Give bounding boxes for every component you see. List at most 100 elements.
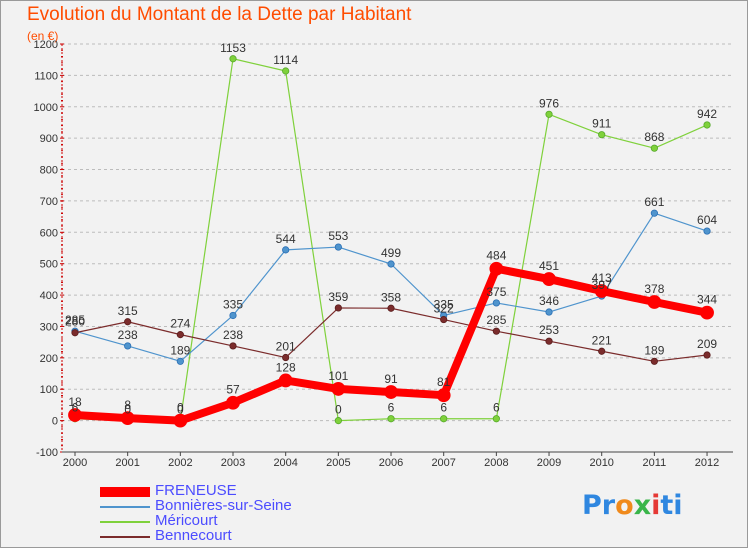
- data-label: 238: [118, 328, 138, 342]
- data-point: [387, 260, 395, 268]
- data-label: 285: [486, 313, 506, 327]
- data-point: [334, 243, 342, 251]
- legend-label: Méricourt: [155, 512, 218, 529]
- x-tick-label: 2010: [589, 457, 613, 469]
- data-label: 0: [177, 401, 184, 415]
- data-point: [176, 331, 184, 339]
- data-point: [703, 227, 711, 235]
- data-point: [124, 342, 132, 350]
- legend-label: FRENEUSE: [155, 482, 237, 499]
- data-label: 128: [276, 360, 296, 374]
- data-label: 0: [177, 403, 184, 417]
- x-tick-label: 2009: [537, 457, 561, 469]
- logo-letter: o: [615, 490, 634, 521]
- data-label: 201: [276, 340, 296, 354]
- data-point: [647, 295, 662, 309]
- data-label: 253: [539, 323, 559, 337]
- data-label: 6: [493, 401, 500, 415]
- legend-swatch: [100, 487, 150, 497]
- data-point: [71, 329, 79, 337]
- data-label: 344: [697, 293, 717, 307]
- data-label: 553: [328, 229, 348, 243]
- x-tick-label: 2006: [379, 457, 403, 469]
- data-point: [650, 357, 658, 365]
- data-point: [334, 304, 342, 312]
- data-label: 285: [65, 313, 85, 327]
- data-point: [282, 353, 290, 362]
- data-point: [68, 408, 82, 422]
- data-label: 6: [72, 401, 79, 415]
- x-tick-label: 2001: [115, 457, 139, 469]
- data-point: [229, 342, 237, 350]
- y-tick-label: 800: [40, 165, 58, 177]
- data-label: 1153: [220, 41, 246, 55]
- data-point: [176, 357, 184, 365]
- data-label: 378: [644, 282, 664, 296]
- x-tick-label: 2005: [326, 457, 350, 469]
- logo-letter: x: [633, 490, 652, 521]
- chart-subtitle: (en €): [27, 29, 59, 43]
- data-point: [598, 347, 606, 355]
- data-point: [229, 311, 237, 320]
- data-label: 209: [697, 337, 717, 351]
- data-point: [594, 284, 609, 298]
- data-label: 189: [644, 343, 664, 357]
- data-point: [436, 388, 451, 403]
- legend-label: Bennecourt: [155, 527, 232, 544]
- data-label: 101: [328, 369, 348, 383]
- data-point: [226, 395, 240, 410]
- x-tick-label: 2003: [221, 457, 245, 469]
- data-label: 18: [68, 395, 82, 409]
- y-tick-label: 600: [40, 227, 58, 239]
- legend-label: Bonnières-sur-Seine: [155, 497, 292, 514]
- y-tick-label: 0: [52, 416, 58, 428]
- data-point: [700, 305, 714, 320]
- data-label: 57: [226, 383, 240, 397]
- data-label: 976: [539, 96, 559, 110]
- data-label: 81: [437, 375, 451, 389]
- data-point: [334, 417, 342, 425]
- logo-letter: r: [601, 490, 616, 521]
- data-label: 1114: [273, 53, 298, 67]
- data-point: [282, 67, 290, 75]
- logo-letter: i: [651, 490, 661, 521]
- data-point: [331, 382, 346, 396]
- chart-title: Evolution du Montant de la Dette par Hab…: [27, 4, 412, 25]
- legend-swatch: [100, 536, 150, 538]
- y-tick-label: 100: [40, 384, 58, 396]
- data-label: 911: [592, 117, 611, 131]
- data-point: [489, 261, 504, 276]
- data-label: 335: [434, 297, 454, 311]
- y-tick-label: 500: [40, 259, 58, 271]
- x-tick-label: 2008: [484, 457, 508, 469]
- logo-letter: t: [660, 490, 674, 521]
- y-tick-label: -100: [36, 447, 58, 459]
- data-point: [173, 413, 188, 428]
- data-point: [440, 415, 448, 423]
- data-label: 484: [486, 249, 506, 263]
- data-label: 322: [434, 302, 454, 316]
- data-label: 544: [276, 232, 296, 246]
- plot-area: [62, 44, 733, 452]
- x-tick-label: 2012: [695, 457, 719, 469]
- data-point: [650, 144, 658, 152]
- data-label: 604: [697, 213, 717, 227]
- data-point: [545, 110, 553, 118]
- data-point: [703, 121, 711, 129]
- y-tick-label: 200: [40, 353, 58, 365]
- data-label: 280: [65, 315, 85, 329]
- data-point: [387, 304, 395, 312]
- data-label: 942: [697, 107, 717, 121]
- data-label: 6: [388, 401, 395, 415]
- data-label: 397: [592, 278, 612, 292]
- x-tick-label: 2000: [63, 457, 87, 469]
- data-point: [384, 385, 398, 399]
- data-point: [492, 299, 500, 307]
- data-point: [124, 318, 132, 326]
- data-label: 375: [486, 285, 506, 299]
- legend-swatch: [100, 521, 150, 523]
- data-label: 91: [384, 372, 398, 386]
- logo-letter: P: [582, 490, 602, 521]
- data-point: [598, 131, 606, 139]
